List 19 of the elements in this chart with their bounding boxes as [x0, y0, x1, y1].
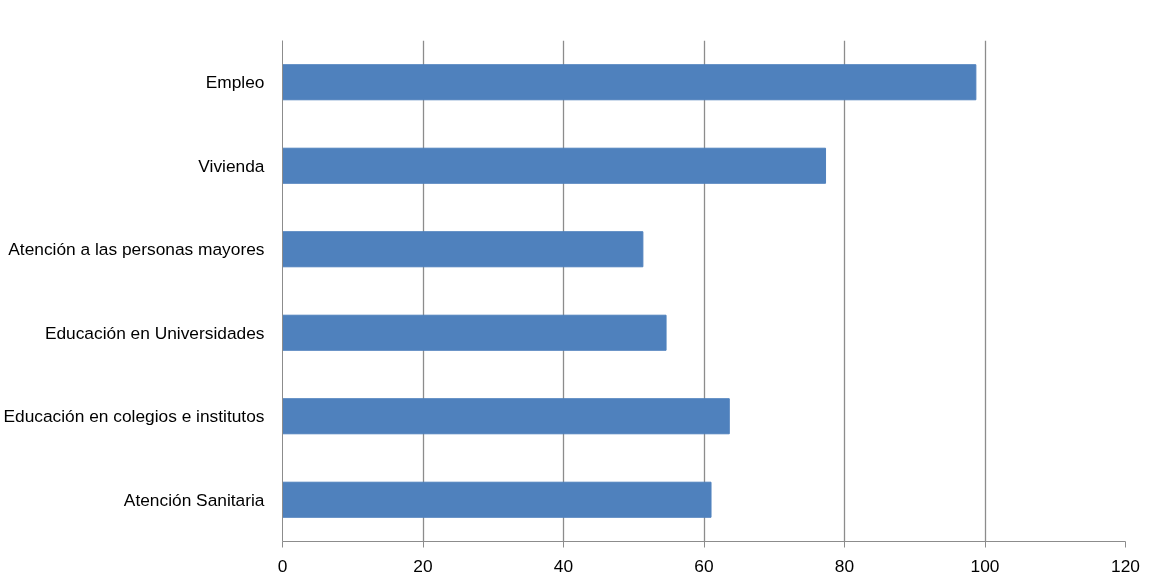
- x-tick-label: 60: [694, 555, 714, 576]
- x-tick-label: 20: [413, 555, 433, 576]
- x-tick-label: 80: [834, 555, 855, 576]
- x-tick-label: 40: [553, 555, 574, 576]
- x-tick-label: 0: [277, 555, 288, 576]
- bar: [282, 147, 827, 184]
- y-tick-label: Educación en colegios e institutos: [3, 406, 265, 427]
- x-tick-label: 100: [970, 555, 1000, 576]
- bar: [282, 64, 977, 101]
- x-tick-label: 120: [1111, 555, 1140, 576]
- bar: [282, 231, 644, 268]
- y-tick-label: Atención Sanitaria: [123, 489, 265, 510]
- bar: [282, 398, 730, 435]
- y-tick-label: Educación en Universidades: [44, 322, 265, 343]
- bar: [282, 481, 712, 518]
- bar: [282, 314, 667, 351]
- y-tick-label: Empleo: [205, 72, 265, 93]
- y-tick-label: Vivienda: [198, 155, 265, 176]
- y-tick-label: Atención a las personas mayores: [8, 239, 265, 260]
